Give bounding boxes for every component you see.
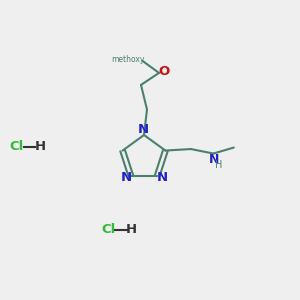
Text: O: O <box>159 65 170 78</box>
Text: N: N <box>120 171 131 184</box>
Text: H: H <box>215 160 223 170</box>
Text: H: H <box>34 140 46 154</box>
Text: methoxy: methoxy <box>111 55 145 64</box>
Text: N: N <box>209 153 219 166</box>
Text: H: H <box>126 223 137 236</box>
Text: Cl: Cl <box>101 223 115 236</box>
Text: N: N <box>157 171 168 184</box>
Text: N: N <box>138 123 149 136</box>
Text: Cl: Cl <box>9 140 24 154</box>
